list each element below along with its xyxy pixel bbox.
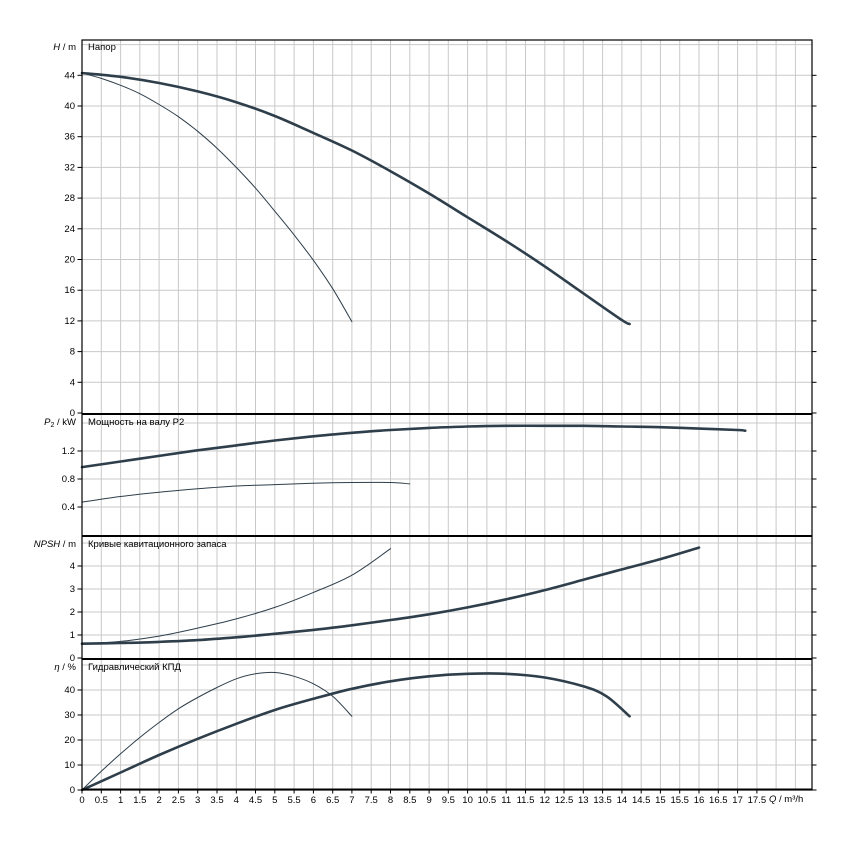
axis-variable: P bbox=[44, 417, 51, 428]
axis-unit: / m bbox=[60, 539, 76, 550]
efficiency-curve-thin bbox=[81, 671, 353, 791]
tick-label: 0 bbox=[70, 785, 75, 796]
axis-unit: / m bbox=[60, 42, 76, 53]
tick-label: 30 bbox=[64, 710, 75, 721]
x-axis-label: Q / m³/h bbox=[769, 794, 803, 805]
y-axis-label-efficiency: η / % bbox=[0, 662, 76, 674]
tick-label: 12.5 bbox=[555, 795, 574, 806]
panel-title-npsh: Кривые кавитационного запаса bbox=[88, 539, 227, 550]
tick-label: 3.5 bbox=[210, 795, 223, 806]
tick-label: 2 bbox=[156, 795, 161, 806]
axis-variable: H bbox=[53, 42, 61, 53]
axis-variable: Q bbox=[769, 794, 777, 805]
tick-label: 0 bbox=[70, 653, 75, 664]
axis-variable: NPSH bbox=[33, 539, 61, 550]
panel-title-efficiency: Гидравлический КПД bbox=[88, 662, 181, 673]
axis-unit: / kW bbox=[54, 417, 76, 428]
tick-label: 14.5 bbox=[632, 795, 651, 806]
tick-label: 0.4 bbox=[62, 502, 75, 513]
tick-labels: 0481216202428323640440.40.81.20123401020… bbox=[62, 70, 766, 806]
tick-label: 8.5 bbox=[403, 795, 416, 806]
tick-label: 4 bbox=[234, 795, 239, 806]
tick-label: 0 bbox=[79, 795, 84, 806]
tick-label: 28 bbox=[64, 193, 75, 204]
y-axis-label-npsh: NPSH / m bbox=[0, 539, 76, 551]
tick-label: 15 bbox=[655, 795, 666, 806]
tick-label: 1.5 bbox=[133, 795, 146, 806]
tick-label: 16.5 bbox=[709, 795, 728, 806]
npsh-curve-thick bbox=[80, 546, 701, 645]
tick-label: 10 bbox=[64, 760, 75, 771]
tick-label: 12 bbox=[64, 316, 75, 327]
tick-label: 17 bbox=[732, 795, 743, 806]
tick-label: 10 bbox=[462, 795, 473, 806]
y-axis-label-head: H / m bbox=[0, 42, 76, 54]
tick-label: 0.5 bbox=[95, 795, 108, 806]
tick-label: 16 bbox=[694, 795, 705, 806]
head-curve-thin bbox=[81, 72, 353, 323]
tick-label: 13 bbox=[578, 795, 589, 806]
head-curve-thick bbox=[80, 71, 631, 326]
y-axis-label-power: P2 / kW bbox=[0, 417, 76, 429]
axis-subscript: 2 bbox=[50, 422, 55, 429]
tick-label: 44 bbox=[64, 70, 75, 81]
tick-label: 7.5 bbox=[365, 795, 378, 806]
tick-label: 4.5 bbox=[249, 795, 262, 806]
tick-label: 3 bbox=[70, 584, 75, 595]
axis-variable: η bbox=[54, 662, 60, 673]
tick-marks bbox=[77, 74, 817, 794]
tick-label: 24 bbox=[64, 224, 75, 235]
tick-label: 0 bbox=[70, 408, 75, 419]
power-curve-thick bbox=[80, 424, 747, 469]
tick-label: 4 bbox=[70, 377, 75, 388]
tick-label: 6.5 bbox=[326, 795, 339, 806]
tick-label: 10.5 bbox=[478, 795, 497, 806]
tick-label: 1 bbox=[70, 630, 75, 641]
axes-frame bbox=[81, 39, 813, 791]
tick-label: 1 bbox=[118, 795, 123, 806]
axis-unit: / m³/h bbox=[776, 794, 804, 805]
tick-label: 40 bbox=[64, 101, 75, 112]
tick-label: 5 bbox=[272, 795, 277, 806]
tick-label: 11 bbox=[501, 795, 511, 806]
pump-curves bbox=[80, 71, 747, 792]
tick-label: 16 bbox=[64, 285, 75, 296]
tick-label: 7 bbox=[349, 795, 354, 806]
efficiency-curve-thick bbox=[80, 672, 631, 792]
tick-label: 11.5 bbox=[517, 795, 535, 806]
tick-label: 9 bbox=[426, 795, 431, 806]
npsh-curve-thin bbox=[81, 548, 391, 645]
tick-label: 3 bbox=[195, 795, 200, 806]
tick-label: 20 bbox=[64, 255, 75, 266]
tick-label: 14 bbox=[617, 795, 628, 806]
axis-unit: / % bbox=[59, 662, 76, 673]
tick-label: 2 bbox=[70, 607, 75, 618]
tick-label: 40 bbox=[64, 685, 75, 696]
tick-label: 8 bbox=[388, 795, 393, 806]
power-curve-thin bbox=[81, 481, 411, 503]
tick-label: 2.5 bbox=[172, 795, 185, 806]
tick-label: 32 bbox=[64, 162, 75, 173]
tick-label: 5.5 bbox=[287, 795, 300, 806]
tick-label: 1.2 bbox=[62, 446, 75, 457]
tick-label: 12 bbox=[540, 795, 551, 806]
tick-label: 4 bbox=[70, 561, 75, 572]
panel-title-head: Напор bbox=[88, 42, 116, 53]
tick-label: 20 bbox=[64, 735, 75, 746]
tick-label: 36 bbox=[64, 132, 75, 143]
tick-label: 0.8 bbox=[62, 474, 75, 485]
panel-title-power: Мощность на валу P2 bbox=[88, 417, 185, 428]
tick-label: 17.5 bbox=[748, 795, 767, 806]
tick-label: 13.5 bbox=[593, 795, 612, 806]
tick-label: 8 bbox=[70, 347, 75, 358]
tick-label: 6 bbox=[311, 795, 316, 806]
tick-label: 9.5 bbox=[442, 795, 455, 806]
tick-label: 15.5 bbox=[670, 795, 689, 806]
